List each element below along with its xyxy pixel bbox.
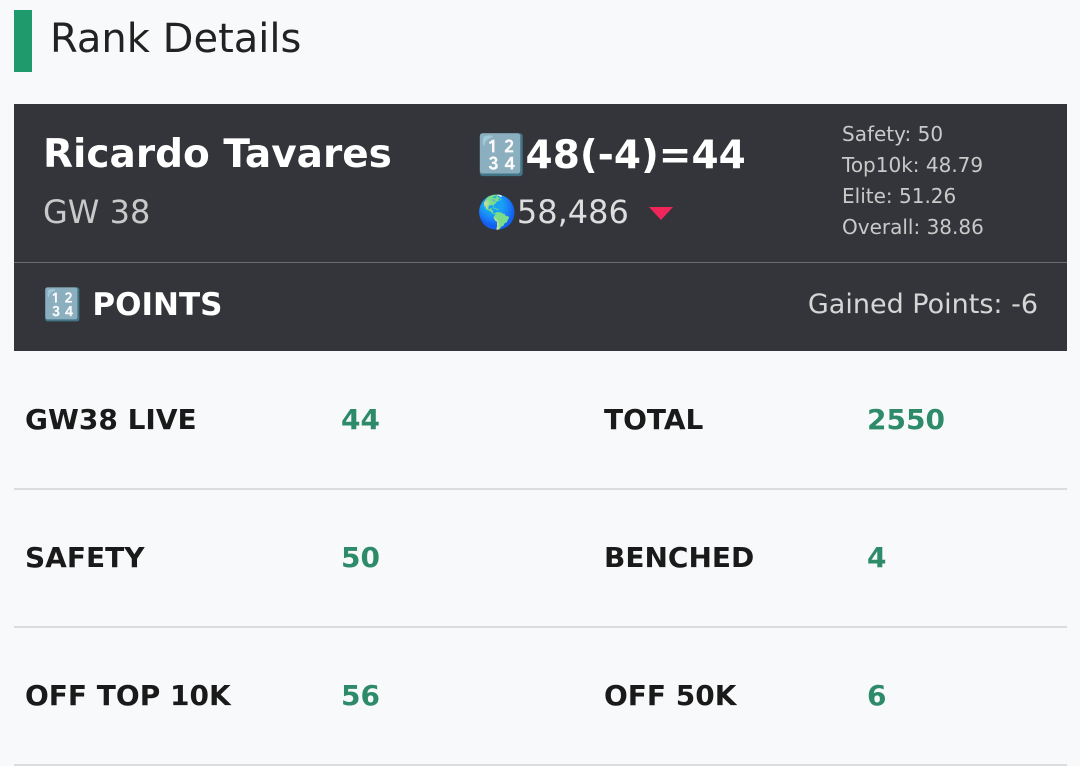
stat-label: GW38 LIVE xyxy=(25,403,197,436)
stat-label: SAFETY xyxy=(25,541,145,574)
stat-label: BENCHED xyxy=(604,541,755,574)
gained-points: Gained Points: -6 xyxy=(807,289,1038,320)
table-row: GW38 LIVE 44 TOTAL 2550 xyxy=(14,351,1067,490)
page-title: Rank Details xyxy=(50,16,302,62)
stat: Top10k: 48.79 xyxy=(842,153,984,177)
rank-down-icon xyxy=(649,207,673,220)
stat: Safety: 50 xyxy=(842,122,944,146)
stat-value: 6 xyxy=(867,679,887,712)
stat: Elite: 51.26 xyxy=(842,184,957,208)
stat-label: OFF 50K xyxy=(604,679,737,712)
stat-value: 44 xyxy=(341,403,380,436)
points-title: 🔢 POINTS xyxy=(43,287,223,323)
stat-value: 50 xyxy=(341,541,380,574)
stat-value: 56 xyxy=(341,679,380,712)
table-row: SAFETY 50 BENCHED 4 xyxy=(14,489,1067,628)
score: 🔢48(-4)=44 xyxy=(477,133,746,178)
stat-label: TOTAL xyxy=(604,403,704,436)
stat-value: 2550 xyxy=(867,403,945,436)
accent-bar xyxy=(14,10,32,72)
stat-value: 4 xyxy=(867,541,887,574)
stat: Overall: 38.86 xyxy=(842,215,984,239)
divider xyxy=(14,262,1067,263)
overall-rank: 🌎58,486 xyxy=(477,193,629,231)
stat-label: OFF TOP 10K xyxy=(25,679,231,712)
manager-name: Ricardo Tavares xyxy=(43,132,392,177)
gameweek: GW 38 xyxy=(43,193,151,231)
table-row: OFF TOP 10K 56 OFF 50K 6 xyxy=(14,627,1067,766)
rank-card xyxy=(14,104,1067,351)
